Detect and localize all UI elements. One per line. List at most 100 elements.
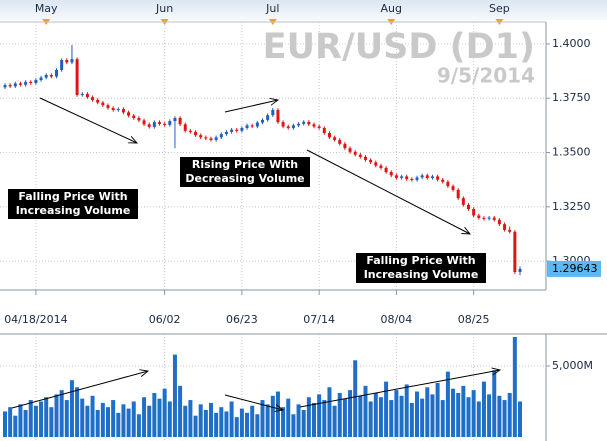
volume-bar	[111, 400, 116, 437]
candle-body	[513, 231, 517, 272]
candle-body	[472, 208, 476, 216]
volume-bar	[373, 392, 378, 437]
volume-bar	[100, 402, 105, 437]
candle-body	[394, 175, 398, 178]
volume-bar	[44, 397, 49, 437]
y-tick-label: 1.3500	[552, 146, 591, 159]
volume-tick-label: 5,000M	[552, 359, 593, 372]
volume-bar	[497, 395, 502, 437]
volume-bar	[296, 404, 301, 437]
volume-bar	[198, 404, 203, 437]
candle-body	[503, 224, 507, 230]
candle-body	[163, 123, 167, 125]
candle-body	[245, 125, 249, 128]
month-label: May	[35, 2, 58, 15]
volume-bar	[512, 336, 517, 437]
candle-body	[178, 117, 182, 125]
candle-body	[446, 181, 450, 187]
candle-body	[487, 217, 491, 219]
volume-bar	[327, 387, 332, 437]
candle-body	[55, 69, 58, 77]
candle-body	[116, 109, 120, 111]
month-label: Sep	[489, 2, 510, 15]
volume-bar	[301, 410, 306, 437]
candle-body	[75, 59, 79, 95]
volume-bar	[116, 412, 121, 437]
volume-bar	[28, 400, 33, 437]
volume-bar	[415, 391, 419, 437]
candle-body	[343, 143, 347, 149]
candle-body	[65, 60, 69, 63]
x-tick-label: 08/25	[458, 313, 490, 326]
candle-body	[317, 126, 321, 128]
candle-body	[3, 84, 7, 88]
candle-body	[142, 120, 146, 125]
candle-body	[389, 172, 393, 176]
candle-body	[436, 176, 440, 180]
volume-bar	[399, 395, 404, 437]
candle-body	[219, 134, 223, 138]
annotation-box	[356, 253, 486, 283]
annotation-text: Falling Price With	[366, 254, 475, 267]
candle-body	[291, 125, 295, 128]
volume-bar	[332, 405, 337, 437]
y-tick-label: 1.3750	[552, 91, 591, 104]
candle-body	[322, 127, 326, 133]
candle-body	[327, 132, 331, 138]
volume-bar	[275, 391, 280, 437]
candle-body	[204, 137, 208, 139]
volume-bar	[502, 400, 507, 437]
candle-body	[96, 99, 100, 103]
candle-body	[44, 74, 48, 78]
volume-bar	[188, 400, 193, 437]
volume-bar	[481, 381, 486, 437]
volume-bar	[167, 401, 172, 437]
candle-body	[173, 117, 177, 122]
annotation-text: Increasing Volume	[16, 204, 131, 217]
volume-bar	[18, 404, 23, 437]
candle-body	[255, 122, 259, 127]
candle-body	[307, 121, 311, 125]
volume-bar	[157, 398, 162, 437]
volume-bar	[322, 400, 327, 437]
volume-bar	[317, 394, 322, 437]
volume-bar	[394, 390, 399, 437]
candle-body	[121, 109, 125, 113]
volume-bar	[250, 405, 255, 437]
volume-bar	[487, 394, 492, 437]
volume-bar	[142, 397, 147, 437]
x-tick-label: 08/04	[381, 313, 413, 326]
candle-body	[348, 148, 352, 152]
candle-body	[111, 108, 115, 110]
candle-body	[477, 215, 481, 218]
volume-bar	[286, 398, 291, 437]
volume-bar	[136, 414, 141, 437]
candle-body	[420, 175, 424, 178]
candle-body	[415, 177, 419, 180]
candle-body	[441, 179, 445, 182]
y-tick-label: 1.3250	[552, 200, 591, 213]
volume-bar	[342, 398, 347, 437]
candle-body	[91, 97, 95, 100]
candle-body	[353, 151, 357, 155]
candle-body	[400, 176, 404, 178]
volume-bar	[147, 405, 152, 437]
volume-bar	[172, 354, 177, 437]
volume-bar	[193, 415, 198, 437]
annotation-text: Increasing Volume	[364, 268, 479, 281]
candle-body	[85, 93, 89, 98]
candle-body	[518, 268, 522, 272]
volume-bar	[348, 390, 353, 437]
volume-bar	[425, 387, 430, 437]
candle-body	[230, 129, 234, 132]
volume-bar	[466, 397, 471, 437]
candle-body	[240, 127, 244, 131]
volume-bar	[33, 405, 38, 437]
candle-body	[199, 135, 203, 138]
candle-body	[147, 124, 151, 127]
volume-bar	[54, 394, 59, 437]
candle-body	[18, 83, 22, 85]
volume-bar	[39, 401, 44, 437]
candle-body	[127, 112, 131, 116]
volume-bar	[378, 397, 383, 437]
